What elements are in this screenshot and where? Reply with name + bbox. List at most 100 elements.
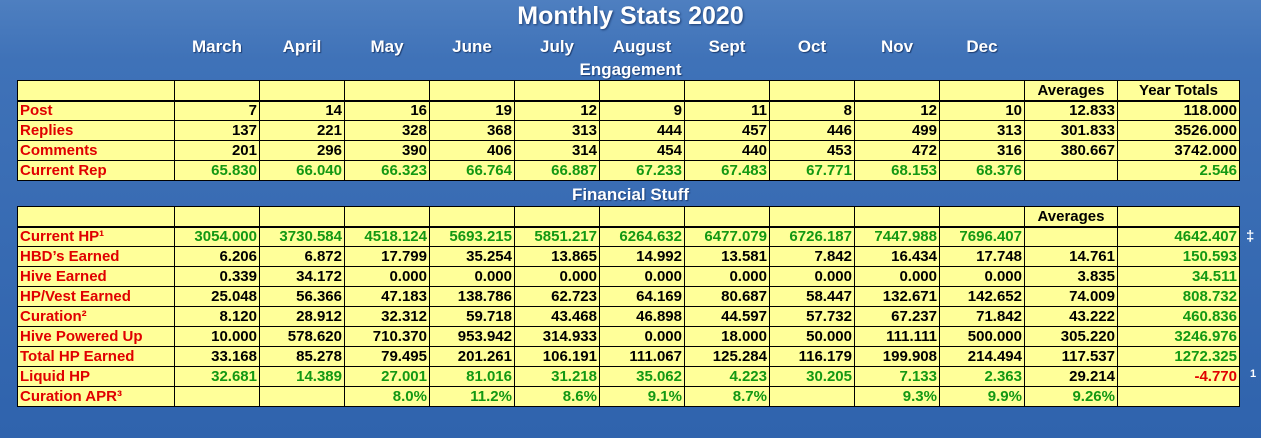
value-cell: 11 [684, 100, 770, 121]
total-cell: 4642.407 [1117, 226, 1240, 247]
value-cell: 0.339 [174, 266, 260, 287]
average-cell: 74.009 [1024, 286, 1118, 307]
value-cell: 6.872 [259, 246, 345, 267]
value-cell: 0.000 [684, 266, 770, 287]
value-cell: 313 [939, 120, 1025, 141]
financial-table: Averages Current HP¹ 3054.000 3730.584 4518.… [17, 206, 1240, 407]
table-row: Liquid HP 32.681 14.389 27.001 81.016 31.218 3… [17, 366, 1240, 387]
value-cell: 27.001 [344, 366, 430, 387]
month-header-august: August [612, 37, 672, 56]
value-cell: 80.687 [684, 286, 770, 307]
value-cell: 18.000 [684, 326, 770, 347]
total-cell: 3526.000 [1117, 120, 1240, 141]
value-cell: 142.652 [939, 286, 1025, 307]
value-cell: 137 [174, 120, 260, 141]
value-cell: 406 [429, 140, 515, 161]
value-cell: 499 [854, 120, 940, 141]
value-cell: 28.912 [259, 306, 345, 327]
value-cell: 66.040 [259, 160, 345, 181]
value-cell: 7.133 [854, 366, 940, 387]
value-cell: 58.447 [769, 286, 855, 307]
value-cell: 4.223 [684, 366, 770, 387]
value-cell [259, 386, 345, 407]
value-cell: 9.9% [939, 386, 1025, 407]
table-row: Replies 137 221 328 368 313 444 457 446 499 313 301… [17, 120, 1240, 141]
header-blank-cell [514, 80, 600, 102]
row-label: Total HP Earned [17, 346, 175, 367]
total-cell: 2.546 [1117, 160, 1240, 181]
value-cell: 7 [174, 100, 260, 121]
engagement-header-row: Averages Year Totals [17, 80, 1240, 102]
header-blank-cell [769, 80, 855, 102]
value-cell: 472 [854, 140, 940, 161]
value-cell: 0.000 [599, 266, 685, 287]
average-cell: 29.214 [1024, 366, 1118, 387]
header-blank-cell [599, 206, 685, 228]
header-blank-cell [259, 206, 345, 228]
average-cell: 12.833 [1024, 100, 1118, 121]
value-cell: 67.233 [599, 160, 685, 181]
header-blank-cell [344, 80, 430, 102]
value-cell: 314.933 [514, 326, 600, 347]
header-averages: Averages [1024, 206, 1118, 228]
total-cell: 1272.325 [1117, 346, 1240, 367]
value-cell: 35.062 [599, 366, 685, 387]
value-cell: 0.000 [344, 266, 430, 287]
average-cell: 305.220 [1024, 326, 1118, 347]
header-averages: Averages [1024, 80, 1118, 102]
engagement-table: Averages Year Totals Post 7 14 16 19 12 9 11 8 12 10… [17, 80, 1240, 181]
page-title: Monthly Stats 2020 [517, 2, 744, 30]
table-row: Hive Powered Up 10.000 578.620 710.370 953.9… [17, 326, 1240, 347]
value-cell: 5693.215 [429, 226, 515, 247]
value-cell: 64.169 [599, 286, 685, 307]
value-cell: 8.6% [514, 386, 600, 407]
value-cell: 7.842 [769, 246, 855, 267]
value-cell: 106.191 [514, 346, 600, 367]
table-row: HP/Vest Earned 25.048 56.366 47.183 138.786 6… [17, 286, 1240, 307]
header-blank-cell [854, 80, 940, 102]
total-cell: -4.770 [1117, 366, 1240, 387]
value-cell: 316 [939, 140, 1025, 161]
table-row: Current Rep 65.830 66.040 66.323 66.764 66.88… [17, 160, 1240, 181]
average-cell [1024, 226, 1118, 247]
value-cell: 32.681 [174, 366, 260, 387]
value-cell: 0.000 [429, 266, 515, 287]
table-row: Hive Earned 0.339 34.172 0.000 0.000 0.000 0.0… [17, 266, 1240, 287]
month-header-april: April [282, 37, 322, 56]
value-cell: 67.771 [769, 160, 855, 181]
value-cell: 2.363 [939, 366, 1025, 387]
header-blank-cell [344, 206, 430, 228]
average-cell: 117.537 [1024, 346, 1118, 367]
value-cell: 62.723 [514, 286, 600, 307]
table-row: Total HP Earned 33.168 85.278 79.495 201.261… [17, 346, 1240, 367]
value-cell: 201 [174, 140, 260, 161]
value-cell: 8 [769, 100, 855, 121]
total-cell: 150.593 [1117, 246, 1240, 267]
value-cell: 125.284 [684, 346, 770, 367]
value-cell: 13.581 [684, 246, 770, 267]
value-cell: 8.7% [684, 386, 770, 407]
row-label: Current Rep [17, 160, 175, 181]
value-cell: 65.830 [174, 160, 260, 181]
value-cell: 14.992 [599, 246, 685, 267]
table-row: Comments 201 296 390 406 314 454 440 453 472 316 38… [17, 140, 1240, 161]
value-cell: 440 [684, 140, 770, 161]
average-cell: 43.222 [1024, 306, 1118, 327]
month-header-july: July [539, 37, 575, 56]
value-cell: 31.218 [514, 366, 600, 387]
value-cell: 6.206 [174, 246, 260, 267]
value-cell: 71.842 [939, 306, 1025, 327]
value-cell: 578.620 [259, 326, 345, 347]
value-cell: 47.183 [344, 286, 430, 307]
value-cell: 10 [939, 100, 1025, 121]
value-cell: 59.718 [429, 306, 515, 327]
value-cell: 30.205 [769, 366, 855, 387]
row-label: Current HP¹ [17, 226, 175, 247]
value-cell: 79.495 [344, 346, 430, 367]
value-cell: 368 [429, 120, 515, 141]
value-cell: 66.323 [344, 160, 430, 181]
header-blank-cell [174, 80, 260, 102]
value-cell: 11.2% [429, 386, 515, 407]
value-cell: 0.000 [769, 266, 855, 287]
financial-header-row: Averages [17, 206, 1240, 228]
